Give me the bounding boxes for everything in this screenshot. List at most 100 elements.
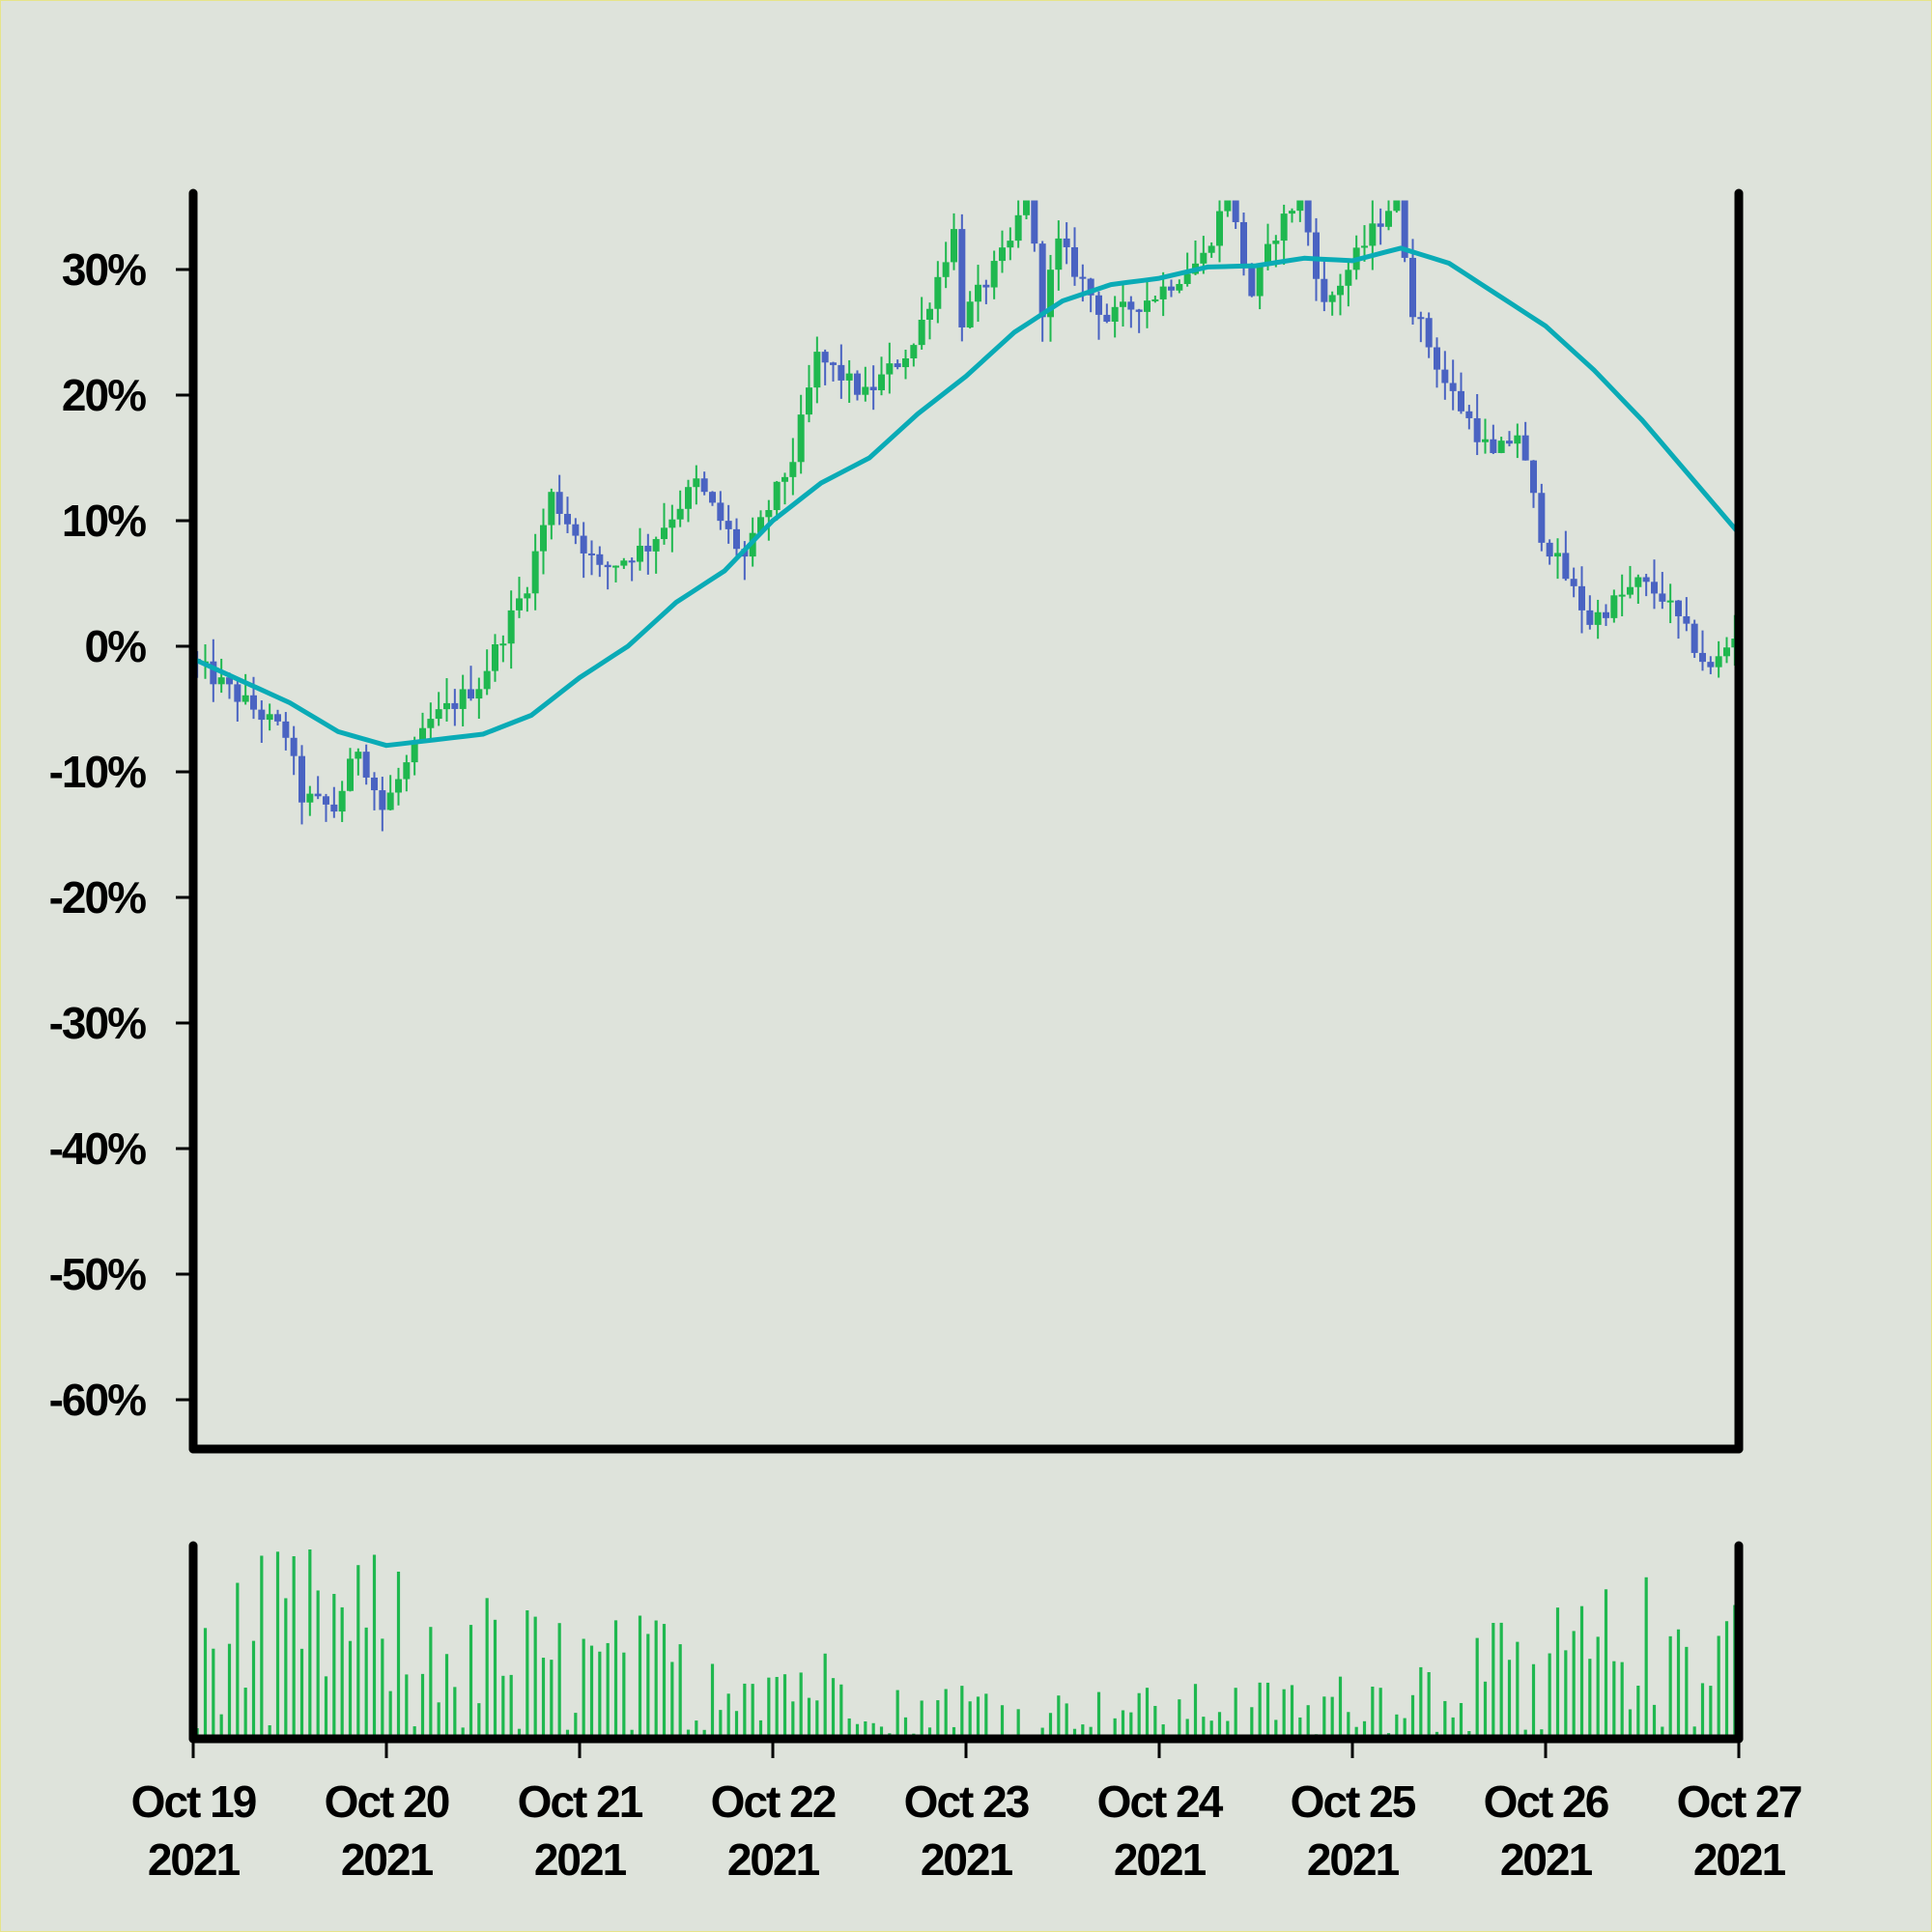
- x-tick-label-date: Oct 23: [904, 1776, 1029, 1827]
- candle-body: [975, 284, 981, 302]
- volume-bar: [1057, 1695, 1061, 1739]
- volume-bar: [1185, 1719, 1189, 1739]
- candle-body: [1594, 611, 1602, 625]
- x-tick-label-date: Oct 19: [131, 1776, 256, 1827]
- moving-average-line: [191, 245, 1741, 749]
- volume-bar: [895, 1690, 899, 1739]
- price-panel: 30% 20% 10% 0% -10% -20% -30% -40% -50% -60%: [49, 188, 1744, 1454]
- x-tick-label-year: 2021: [1114, 1834, 1207, 1885]
- volume-bar: [1113, 1718, 1117, 1739]
- candle-body: [1127, 301, 1135, 310]
- candle-body: [878, 374, 885, 391]
- volume-bar: [1483, 1681, 1488, 1739]
- volume-bar: [1000, 1705, 1005, 1739]
- candle-body: [1321, 278, 1328, 302]
- volume-bar: [1604, 1589, 1608, 1739]
- price-candles: [193, 200, 1739, 832]
- x-tick-label-year: 2021: [148, 1834, 241, 1885]
- candle-body: [628, 560, 636, 563]
- volume-bar: [622, 1652, 626, 1739]
- volume-bar: [574, 1713, 578, 1739]
- candle-body: [838, 364, 845, 381]
- volume-bar: [1540, 1729, 1544, 1739]
- candle-body: [1514, 435, 1521, 444]
- candle-body: [379, 790, 386, 810]
- volume-bar: [1250, 1707, 1254, 1739]
- volume-bar: [903, 1717, 908, 1739]
- candle-body: [1272, 241, 1280, 244]
- candle-body: [1176, 283, 1183, 291]
- candle-body: [1441, 369, 1449, 384]
- candle-body: [1135, 309, 1143, 312]
- candle-body: [1328, 295, 1336, 302]
- candle-body: [282, 721, 290, 738]
- volume-bar: [364, 1627, 368, 1739]
- candle-body: [1385, 211, 1392, 227]
- volume-bar: [324, 1676, 328, 1739]
- volume-bar: [1492, 1623, 1495, 1739]
- candle-body: [1216, 211, 1223, 246]
- x-axis-ticks: Oct 19 2021 Oct 20 2021 Oct 21 2021 Oct 22 2021…: [131, 1739, 1804, 1885]
- volume-bar: [1596, 1636, 1600, 1739]
- volume-bar: [1347, 1712, 1350, 1739]
- candle-body: [234, 684, 242, 702]
- volume-bar: [1217, 1712, 1222, 1739]
- candle-body: [274, 714, 281, 722]
- candle-body: [1570, 579, 1577, 586]
- candle-body: [1047, 270, 1054, 318]
- candle-body: [1530, 460, 1537, 494]
- candle-body: [1183, 273, 1191, 284]
- candle-body: [1256, 266, 1264, 297]
- candle-body: [435, 709, 442, 720]
- candle-body: [1055, 238, 1063, 270]
- candle-body: [1232, 200, 1239, 222]
- volume-bar: [670, 1662, 674, 1739]
- candle-body: [1449, 383, 1457, 391]
- volume-bar: [920, 1700, 923, 1739]
- volume-bar: [405, 1674, 409, 1739]
- volume-bar: [477, 1703, 481, 1739]
- candle-body: [1707, 662, 1715, 668]
- candle-body: [862, 386, 869, 395]
- candle-body: [451, 702, 459, 709]
- volume-bar: [557, 1623, 561, 1739]
- candle-body: [1361, 245, 1368, 248]
- candle-body: [298, 755, 305, 803]
- volume-bar: [437, 1702, 440, 1739]
- volume-bar: [1330, 1696, 1334, 1739]
- y-tick-label: 20%: [62, 370, 146, 420]
- candle-body: [1538, 493, 1546, 543]
- candle-body: [700, 478, 708, 493]
- candle-body: [1168, 286, 1175, 291]
- candle-body: [1401, 200, 1408, 258]
- y-tick-label: -50%: [49, 1249, 146, 1299]
- volume-bar: [292, 1555, 296, 1739]
- candle-body: [1683, 615, 1690, 624]
- volume-bar: [461, 1727, 465, 1739]
- candle-body: [1603, 611, 1609, 618]
- volume-bar: [847, 1718, 851, 1739]
- volume-bar: [260, 1555, 264, 1739]
- candle-body: [765, 510, 773, 518]
- candle-body: [724, 521, 732, 529]
- x-tick-label-year: 2021: [341, 1834, 434, 1885]
- volume-bar: [646, 1634, 650, 1739]
- volume-bar: [1161, 1724, 1165, 1739]
- volume-bar: [1516, 1641, 1520, 1739]
- volume-bar: [275, 1551, 280, 1739]
- candle-body: [555, 492, 563, 514]
- volume-bar: [501, 1675, 505, 1739]
- volume-bar: [815, 1700, 819, 1739]
- x-tick-label-year: 2021: [1500, 1834, 1593, 1885]
- volume-bar: [1443, 1700, 1447, 1739]
- volume-axes: [188, 1541, 1744, 1744]
- candle-body: [652, 539, 660, 552]
- candle-body: [845, 373, 853, 381]
- volume-bar: [1016, 1709, 1020, 1739]
- volume-bar: [1121, 1710, 1125, 1739]
- candle-body: [1586, 610, 1594, 625]
- candle-body: [548, 492, 555, 526]
- candle-body: [1618, 594, 1626, 597]
- volume-bar: [533, 1616, 537, 1739]
- volume-bar: [203, 1628, 208, 1739]
